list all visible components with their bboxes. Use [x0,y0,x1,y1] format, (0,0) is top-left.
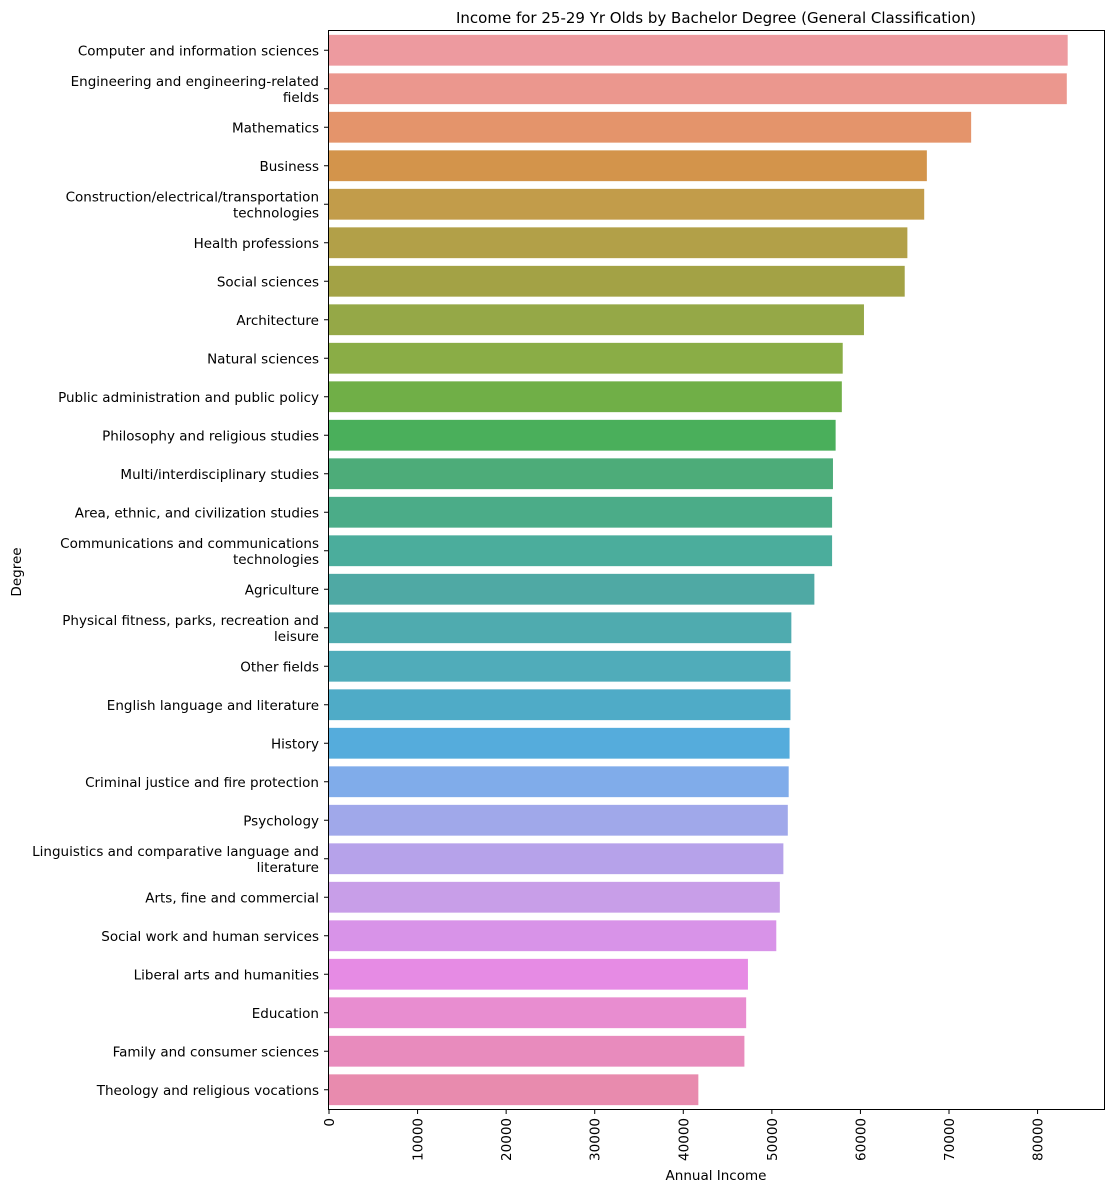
category-label: Liberal arts and humanities [134,967,319,983]
bar [329,997,747,1029]
category-label: Psychology [243,813,319,829]
bar [329,34,1068,66]
category-label: Public administration and public policy [58,390,319,406]
bar [329,111,972,143]
category-label: Architecture [236,313,319,329]
plot-frame [328,30,1105,1110]
category-label: Multi/interdisciplinary studies [120,467,319,483]
bar [329,727,790,759]
category-label: Linguistics and comparative language and [32,844,319,860]
category-label: Agriculture [245,582,319,598]
category-label: Theology and religious vocations [96,1083,319,1099]
bar [329,496,833,528]
category-label: Family and consumer sciences [113,1044,319,1060]
bar [329,381,842,413]
category-label: Natural sciences [207,351,319,367]
x-tick-label: 30000 [588,1118,604,1161]
category-label: fields [283,90,319,106]
x-tick-label: 70000 [942,1118,958,1161]
bars-group [329,34,1068,1106]
category-label: Construction/electrical/transportation [66,189,319,205]
category-label: Social sciences [217,274,319,290]
bar [329,342,843,374]
category-label: Other fields [240,659,319,675]
bar [329,573,815,605]
bar [329,958,748,990]
category-label: Health professions [194,236,319,252]
chart-title: Income for 25-29 Yr Olds by Bachelor Deg… [456,9,976,27]
bar [329,304,864,336]
bar [329,535,833,567]
x-tick-label: 60000 [853,1118,869,1161]
category-label: technologies [233,552,319,568]
category-label: Social work and human services [101,929,319,945]
category-label: English language and literature [107,698,319,714]
bar [329,150,927,182]
category-label: History [271,736,319,752]
x-tick-label: 20000 [499,1118,515,1161]
bar [329,1035,745,1067]
bar [329,227,908,259]
x-axis-label: Annual Income [666,1168,767,1184]
bar [329,1074,699,1106]
category-label: Criminal justice and fire protection [85,775,319,791]
category-labels: Computer and information sciences Enginee… [32,43,329,1099]
x-tick-label: 40000 [676,1118,692,1161]
bar [329,920,777,952]
category-label: leisure [274,629,319,645]
x-tick-label: 80000 [1031,1118,1047,1161]
bar [329,458,833,490]
x-tick-label: 10000 [411,1118,427,1161]
category-label: literature [257,860,319,876]
bar [329,73,1067,105]
bar [329,650,791,682]
bar [329,612,792,644]
bar [329,881,780,913]
category-label: Communications and communications [60,536,319,552]
bar [329,689,791,721]
x-axis-ticks: 0 10000 20000 30000 40000 50000 60000 70000 8000… [322,1109,1047,1161]
category-label: Area, ethnic, and civilization studies [75,505,319,521]
x-tick-label: 0 [322,1118,338,1127]
category-label: Computer and information sciences [78,43,319,59]
category-label: Education [252,1006,319,1022]
bar [329,843,784,875]
category-label: Physical fitness, parks, recreation and [62,613,319,629]
y-axis-label: Degree [9,547,25,596]
bar [329,766,789,798]
bar [329,804,788,836]
bar [329,188,925,220]
bar [329,419,836,451]
category-label: Business [259,159,319,175]
x-tick-label: 50000 [765,1118,781,1161]
category-label: Engineering and engineering-related [71,74,319,90]
category-label: Philosophy and religious studies [102,428,319,444]
category-label: Arts, fine and commercial [145,890,319,906]
category-label: Mathematics [232,120,319,136]
bar [329,265,905,297]
category-label: technologies [233,205,319,221]
